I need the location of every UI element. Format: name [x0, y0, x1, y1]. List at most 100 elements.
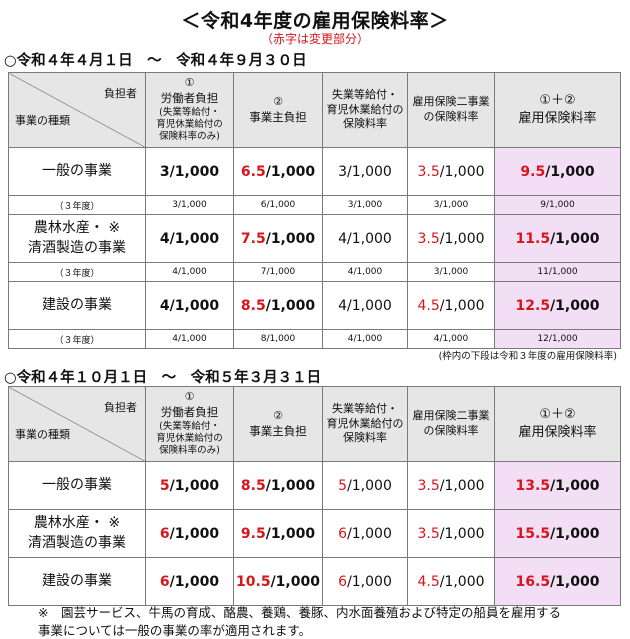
header-two-projects: 雇用保険二事業 の保険料率: [407, 72, 495, 148]
business-category-cell: 一般の事業: [8, 147, 146, 196]
previous-year-label-cell: （３年度）: [8, 262, 146, 282]
previous-total-rate-cell: 11/1,000: [494, 262, 621, 282]
page-title: ＜令和4年度の雇用保険料率＞: [181, 10, 449, 32]
employer-rate-cell: 7.5/1,000: [233, 214, 323, 263]
section-2-period-heading: ○令和４年１０月１日 ～ 令和５年３月３１日: [4, 370, 322, 386]
previous-total-rate: 11/1,000: [537, 267, 578, 277]
two-projects-rate-fixed-part: /1,000: [439, 573, 485, 590]
employer-rate-changed-part: 8.5: [240, 477, 266, 494]
two-projects-rate-value: 3.5/1,000: [417, 231, 484, 247]
two-projects-rate-changed-part: 4.5: [417, 297, 440, 314]
worker-rate-cell: 6/1,000: [145, 509, 234, 558]
worker-rate-value: 5/1,000: [160, 478, 219, 494]
two-projects-rate-fixed-part: /1,000: [439, 297, 485, 314]
unemployment-rate-fixed-part: /1,000: [347, 525, 392, 542]
previous-two-projects-rate-cell: 3/1,000: [407, 262, 495, 282]
worker-rate-cell: 3/1,000: [145, 147, 234, 196]
employer-rate-value: 8.5/1,000: [241, 298, 315, 314]
rate-table-period-1: 負担者 事業の種類 ① 労働者負担 (失業等給付・ 育児休業給付の 保険料率のみ) ② 事業…: [8, 72, 621, 349]
employer-rate-fixed-part: /1,000: [265, 230, 316, 247]
business-category: 一般の事業: [42, 476, 112, 493]
unemployment-rate-value: 6/1,000: [338, 574, 392, 590]
footnote-text: ※ 園芸サービス、牛馬の育成、酪農、養鶏、養豚、内水面養殖および特定の船員を雇用…: [38, 605, 561, 638]
employer-rate-value: 9.5/1,000: [241, 526, 315, 542]
two-projects-rate-changed-part: 4.5: [417, 573, 440, 590]
two-projects-rate-cell: 3.5/1,000: [407, 147, 495, 196]
previous-two-projects-rate: 4/1,000: [433, 334, 469, 344]
total-rate-changed-part: 15.5: [515, 525, 551, 542]
two-projects-rate-cell: 4.5/1,000: [407, 281, 495, 330]
unemployment-benefit-title: 失業等給付・ 育児休業給付の 保険料率: [326, 87, 404, 131]
previous-two-projects-rate: 3/1,000: [433, 267, 469, 277]
worker-rate-cell: 4/1,000: [145, 281, 234, 330]
previous-year-label: （３年度）: [54, 268, 100, 279]
two-projects-rate-fixed-part: /1,000: [439, 477, 485, 494]
header-diagonal-cell: 負担者 事業の種類: [8, 386, 146, 462]
previous-year-label-cell: （３年度）: [8, 329, 146, 349]
business-category: 建設の事業: [42, 572, 112, 589]
table-row: 一般の事業 5/1,000 8.5/1,000 5/1,000 3.5/1,000 13.…: [8, 461, 621, 510]
burden-label: 負担者: [104, 87, 137, 100]
two-projects-rate-cell: 3.5/1,000: [407, 214, 495, 263]
total-number-mark: ①＋②: [539, 407, 576, 423]
unemployment-rate-value: 4/1,000: [338, 298, 392, 314]
employer-rate-cell: 8.5/1,000: [233, 281, 323, 330]
table-row: 農林水産・ ※ 清酒製造の事業 6/1,000 9.5/1,000 6/1,000 3.…: [8, 509, 621, 558]
business-category: 農林水産・ ※ 清酒製造の事業: [28, 219, 126, 256]
total-rate-changed-part: 16.5: [515, 573, 551, 590]
employer-rate-fixed-part: /1,000: [265, 297, 316, 314]
two-projects-rate-cell: 3.5/1,000: [407, 461, 495, 510]
header-row: 負担者 事業の種類 ① 労働者負担 (失業等給付・ 育児休業給付の 保険料率のみ) ② 事業…: [8, 386, 621, 462]
employer-number-mark: ②: [273, 408, 283, 422]
worker-rate-cell: 4/1,000: [145, 214, 234, 263]
total-rate-fixed-part: /1,000: [550, 573, 600, 590]
employer-rate-cell: 10.5/1,000: [233, 557, 323, 606]
worker-number-mark: ①: [184, 76, 195, 90]
previous-employer-rate: 7/1,000: [260, 267, 296, 277]
total-rate-cell: 16.5/1,000: [494, 557, 621, 606]
employer-rate-cell: 6.5/1,000: [233, 147, 323, 196]
worker-burden-note: (失業等給付・ 育児休業給付の 保険料率のみ): [156, 420, 223, 457]
burden-label: 負担者: [104, 401, 137, 414]
header-employer-burden: ② 事業主負担: [233, 72, 323, 148]
unemployment-rate-changed-part: 6: [338, 525, 348, 542]
business-category-cell: 一般の事業: [8, 461, 146, 510]
total-rate-cell: 9.5/1,000: [494, 147, 621, 196]
two-projects-rate-changed-part: 3.5: [417, 477, 440, 494]
employer-rate-changed-part: 8.5: [240, 297, 266, 314]
unemployment-rate-changed-part: 6: [338, 573, 348, 590]
previous-year-label: （３年度）: [54, 335, 100, 346]
header-unemployment-benefit: 失業等給付・ 育児休業給付の 保険料率: [322, 72, 408, 148]
employer-rate-value: 8.5/1,000: [241, 478, 315, 494]
previous-unemployment-rate-cell: 4/1,000: [322, 262, 408, 282]
header-worker-burden: ① 労働者負担 (失業等給付・ 育児休業給付の 保険料率のみ): [145, 72, 234, 148]
previous-two-projects-rate-cell: 3/1,000: [407, 195, 495, 215]
worker-burden-title: 労働者負担: [160, 405, 219, 420]
previous-worker-rate: 3/1,000: [172, 200, 207, 210]
employer-rate-cell: 8.5/1,000: [233, 461, 323, 510]
business-category-cell: 建設の事業: [8, 281, 146, 330]
previous-year-label: （３年度）: [54, 201, 100, 212]
unemployment-rate-fixed-part: /1,000: [347, 573, 392, 590]
previous-year-row: （３年度） 3/1,000 6/1,000 3/1,000 3/1,000 9/1,000: [8, 195, 621, 215]
unemployment-rate-value: 6/1,000: [338, 526, 392, 542]
employer-rate-cell: 9.5/1,000: [233, 509, 323, 558]
two-projects-title: 雇用保険二事業 の保険料率: [412, 409, 490, 437]
previous-worker-rate: 4/1,000: [172, 334, 207, 344]
previous-unemployment-rate: 4/1,000: [347, 267, 383, 277]
total-rate-value: 15.5/1,000: [516, 526, 600, 542]
business-category-cell: 建設の事業: [8, 557, 146, 606]
previous-year-note: (枠内の下段は令和３年度の雇用保険料率): [438, 351, 617, 362]
previous-employer-rate-cell: 7/1,000: [233, 262, 323, 282]
employer-rate-value: 6.5/1,000: [241, 164, 315, 180]
total-rate-value: 11.5/1,000: [516, 231, 600, 247]
total-rate-cell: 15.5/1,000: [494, 509, 621, 558]
unemployment-rate-value: 3/1,000: [338, 164, 392, 180]
previous-employer-rate-cell: 8/1,000: [233, 329, 323, 349]
employer-rate-value: 10.5/1,000: [236, 574, 320, 590]
rate-table-period-2: 負担者 事業の種類 ① 労働者負担 (失業等給付・ 育児休業給付の 保険料率のみ) ② 事業…: [8, 386, 621, 606]
business-category: 一般の事業: [42, 162, 112, 179]
header-unemployment-benefit: 失業等給付・ 育児休業給付の 保険料率: [322, 386, 408, 462]
employer-rate-fixed-part: /1,000: [265, 163, 316, 180]
unemployment-rate-cell: 5/1,000: [322, 461, 408, 510]
